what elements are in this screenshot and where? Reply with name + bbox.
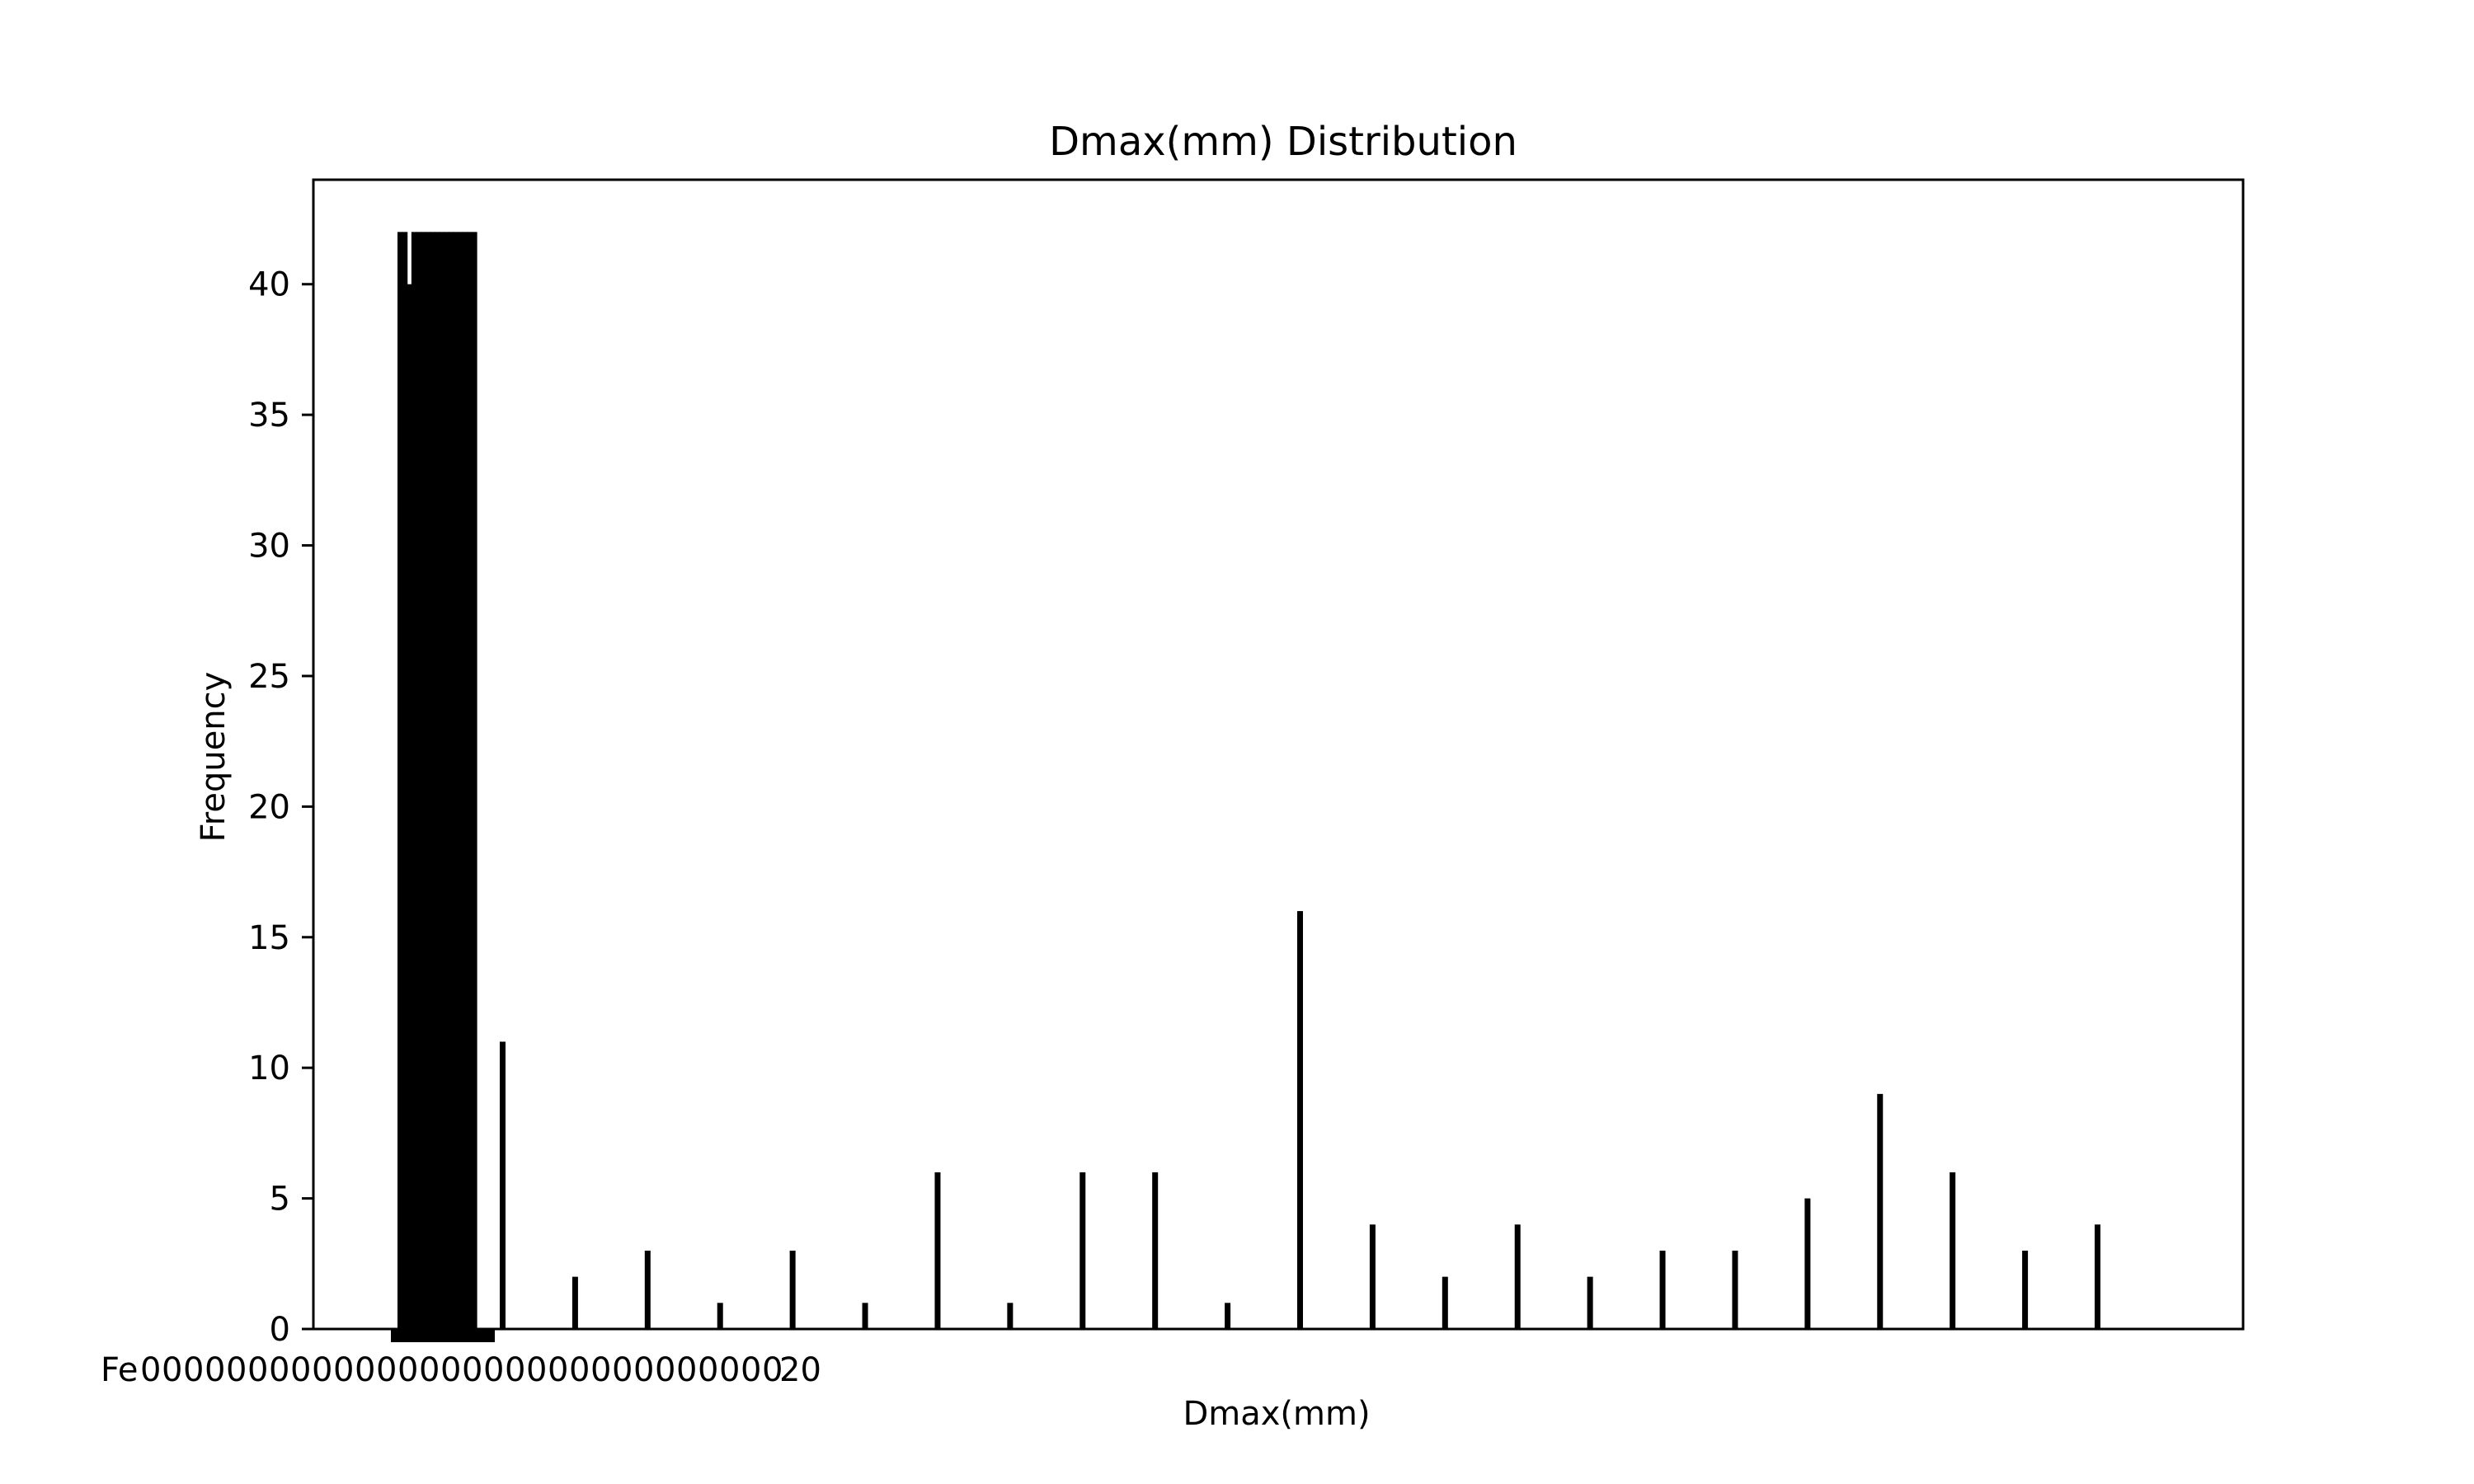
y-tick-label: 40: [248, 266, 290, 304]
bar: [467, 232, 473, 1329]
x-tick-label-overlap: 0: [590, 1351, 611, 1389]
y-tick-label: 25: [248, 658, 290, 696]
bar: [2022, 1250, 2029, 1329]
x-tick-label-overlap: 0: [719, 1351, 740, 1389]
bar: [1225, 1303, 1231, 1329]
bar: [435, 232, 440, 1329]
y-tick-label: 20: [248, 788, 290, 826]
bar: [1369, 1224, 1376, 1329]
bar: [453, 232, 459, 1329]
bar: [448, 232, 454, 1329]
bar: [430, 232, 435, 1329]
x-tick-label-overlap: 0: [483, 1351, 504, 1389]
x-tick-label-overlap: 0: [505, 1351, 525, 1389]
y-axis: 0 5 10 15 20 25 30 35 40: [248, 266, 313, 1349]
x-tick-label-overlap: 0: [655, 1351, 675, 1389]
bar: [717, 1303, 723, 1329]
x-tick-label-overlap: 0: [548, 1351, 568, 1389]
x-tick-label-overlap: 0: [762, 1351, 783, 1389]
bar: [411, 232, 417, 1329]
bar: [1079, 1172, 1086, 1329]
x-tick-label-overlap: 0: [290, 1351, 311, 1389]
bar: [1804, 1198, 1811, 1329]
bar: [458, 232, 463, 1329]
x-tick-label-overlap: 0: [205, 1351, 225, 1389]
bar: [789, 1250, 796, 1329]
x-tick-label-overlap: 0: [226, 1351, 247, 1389]
x-tick-label-overlap: 0: [376, 1351, 397, 1389]
bar: [425, 232, 431, 1329]
x-tick-label-overlap: 0: [419, 1351, 440, 1389]
chart-title: Dmax(mm) Distribution: [1049, 119, 1517, 165]
y-tick-label: 15: [248, 919, 290, 957]
bar: [397, 232, 403, 1329]
y-tick-label: 35: [248, 397, 290, 434]
plot-frame: [312, 178, 2245, 1331]
bar: [1950, 1172, 1956, 1329]
bar: [421, 232, 426, 1329]
x-tick-label-overlap: 0: [526, 1351, 547, 1389]
x-tick-label-last: 20: [779, 1351, 821, 1389]
x-tick-label-overlap: 0: [333, 1351, 354, 1389]
x-tick-label-overlap: 0: [140, 1351, 161, 1389]
x-tick-label-overlap: 0: [162, 1351, 182, 1389]
bar: [862, 1303, 868, 1329]
bars-group: [397, 232, 2100, 1329]
bar: [407, 284, 412, 1329]
bar: [1297, 911, 1303, 1329]
bar: [444, 232, 449, 1329]
x-tick-label-overlap: 0: [397, 1351, 418, 1389]
bar: [1442, 1276, 1448, 1329]
x-tick-label-overlap: 0: [462, 1351, 482, 1389]
y-axis-label: Frequency: [195, 672, 233, 843]
x-tick-label-overlap: 0: [247, 1351, 268, 1389]
bar: [1877, 1093, 1884, 1329]
bar: [1659, 1250, 1666, 1329]
bar: [2095, 1224, 2100, 1329]
bar: [1007, 1303, 1014, 1329]
x-tick-label-first: Fe: [101, 1351, 138, 1389]
x-tick-label-overlap: 0: [183, 1351, 204, 1389]
bar: [1732, 1250, 1738, 1329]
x-tick-label-overlap: 0: [440, 1351, 461, 1389]
x-tick-label-overlap: 0: [676, 1351, 697, 1389]
x-tick-label-overlap: 0: [698, 1351, 718, 1389]
x-tick-label-overlap: 0: [569, 1351, 590, 1389]
bar: [1587, 1276, 1593, 1329]
x-tick-label-overlap: 0: [312, 1351, 332, 1389]
bar: [402, 232, 408, 1329]
y-tick-label: 30: [248, 528, 290, 566]
bar: [462, 232, 468, 1329]
bar: [416, 232, 422, 1329]
x-tick-label-overlap: 0: [269, 1351, 289, 1389]
bar: [472, 232, 477, 1329]
bar: [439, 232, 445, 1329]
bar: [1514, 1224, 1521, 1329]
x-tick-label-overlap: 0: [741, 1351, 761, 1389]
bar: [934, 1172, 941, 1329]
bar: [1152, 1172, 1159, 1329]
bar: [571, 1276, 578, 1329]
x-tick-label-overlap: 0: [612, 1351, 633, 1389]
x-tick-label-overlap: 0: [355, 1351, 375, 1389]
y-tick-label: 10: [248, 1050, 290, 1087]
x-tick-marks-cluster: [391, 1329, 495, 1342]
bar: [500, 1041, 506, 1329]
x-tick-label-overlap: 0: [633, 1351, 654, 1389]
bar: [644, 1250, 651, 1329]
x-axis-label: Dmax(mm): [1183, 1395, 1370, 1433]
y-tick-label: 0: [270, 1311, 290, 1349]
y-tick-label: 5: [270, 1181, 290, 1219]
